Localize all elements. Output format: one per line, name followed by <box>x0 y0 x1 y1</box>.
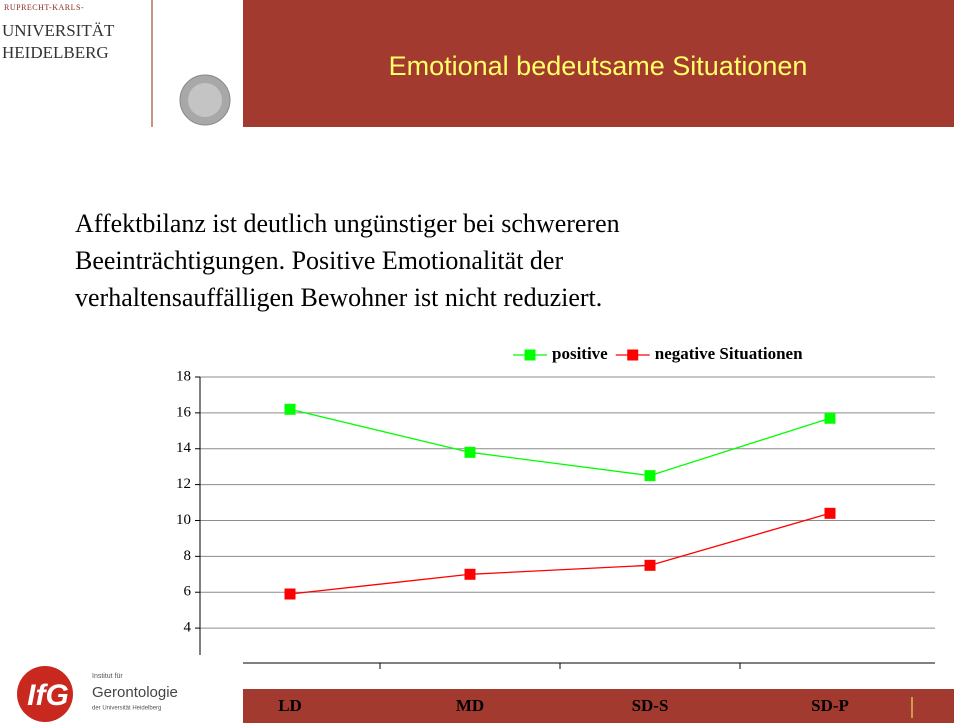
data-point <box>464 446 476 458</box>
x-tick-label: SD-S <box>632 696 669 715</box>
chart: 4 6 8 10 12 14 16 18 LD MD SD-S SD-P positive negativ… <box>176 344 935 715</box>
title-banner <box>243 0 954 127</box>
institute-text: der Universität Heidelberg <box>92 706 161 712</box>
y-tick-label: 8 <box>184 548 192 564</box>
university-line: HEIDELBERG <box>2 43 109 62</box>
data-point <box>824 412 836 424</box>
y-tick-label: 10 <box>176 512 191 528</box>
series-line <box>289 408 831 477</box>
university-seal-inner <box>188 83 222 117</box>
y-tick-label: 14 <box>176 440 192 456</box>
data-point <box>644 470 656 482</box>
slide-title: Emotional bedeutsame Situationen <box>389 51 808 81</box>
y-tick-label: 16 <box>176 404 192 420</box>
ifg-logo-text: IfG <box>27 679 69 712</box>
legend-label: positive <box>552 344 608 363</box>
ifg-logo <box>17 666 73 722</box>
body-text: verhaltensauffälligen Bewohner ist nicht… <box>75 283 602 312</box>
body-text: Affektbilanz ist deutlich ungünstiger be… <box>75 209 620 238</box>
institute-text: Gerontologie <box>92 684 178 701</box>
y-tick-label: 6 <box>184 584 192 600</box>
institute-text: Institut für <box>92 673 123 680</box>
body-text: Beeinträchtigungen. Positive Emotionalit… <box>75 246 563 275</box>
series-line <box>289 512 831 595</box>
legend-marker <box>627 349 639 361</box>
y-tick-label: 18 <box>176 368 191 384</box>
university-line: RUPRECHT-KARLS- <box>4 3 84 12</box>
legend-marker <box>524 349 536 361</box>
footer-bar <box>243 689 954 723</box>
x-tick-label: LD <box>278 696 302 715</box>
data-point <box>284 403 296 415</box>
y-tick-label: 12 <box>176 476 191 492</box>
university-line: UNIVERSITÄT <box>2 21 115 40</box>
x-tick-label: SD-P <box>811 696 849 715</box>
x-tick-label: MD <box>456 696 484 715</box>
data-point <box>284 588 296 600</box>
data-point <box>824 507 836 519</box>
data-point <box>644 559 656 571</box>
legend-label: negative Situationen <box>655 344 803 363</box>
data-point <box>464 568 476 580</box>
y-tick-label: 4 <box>184 620 192 636</box>
